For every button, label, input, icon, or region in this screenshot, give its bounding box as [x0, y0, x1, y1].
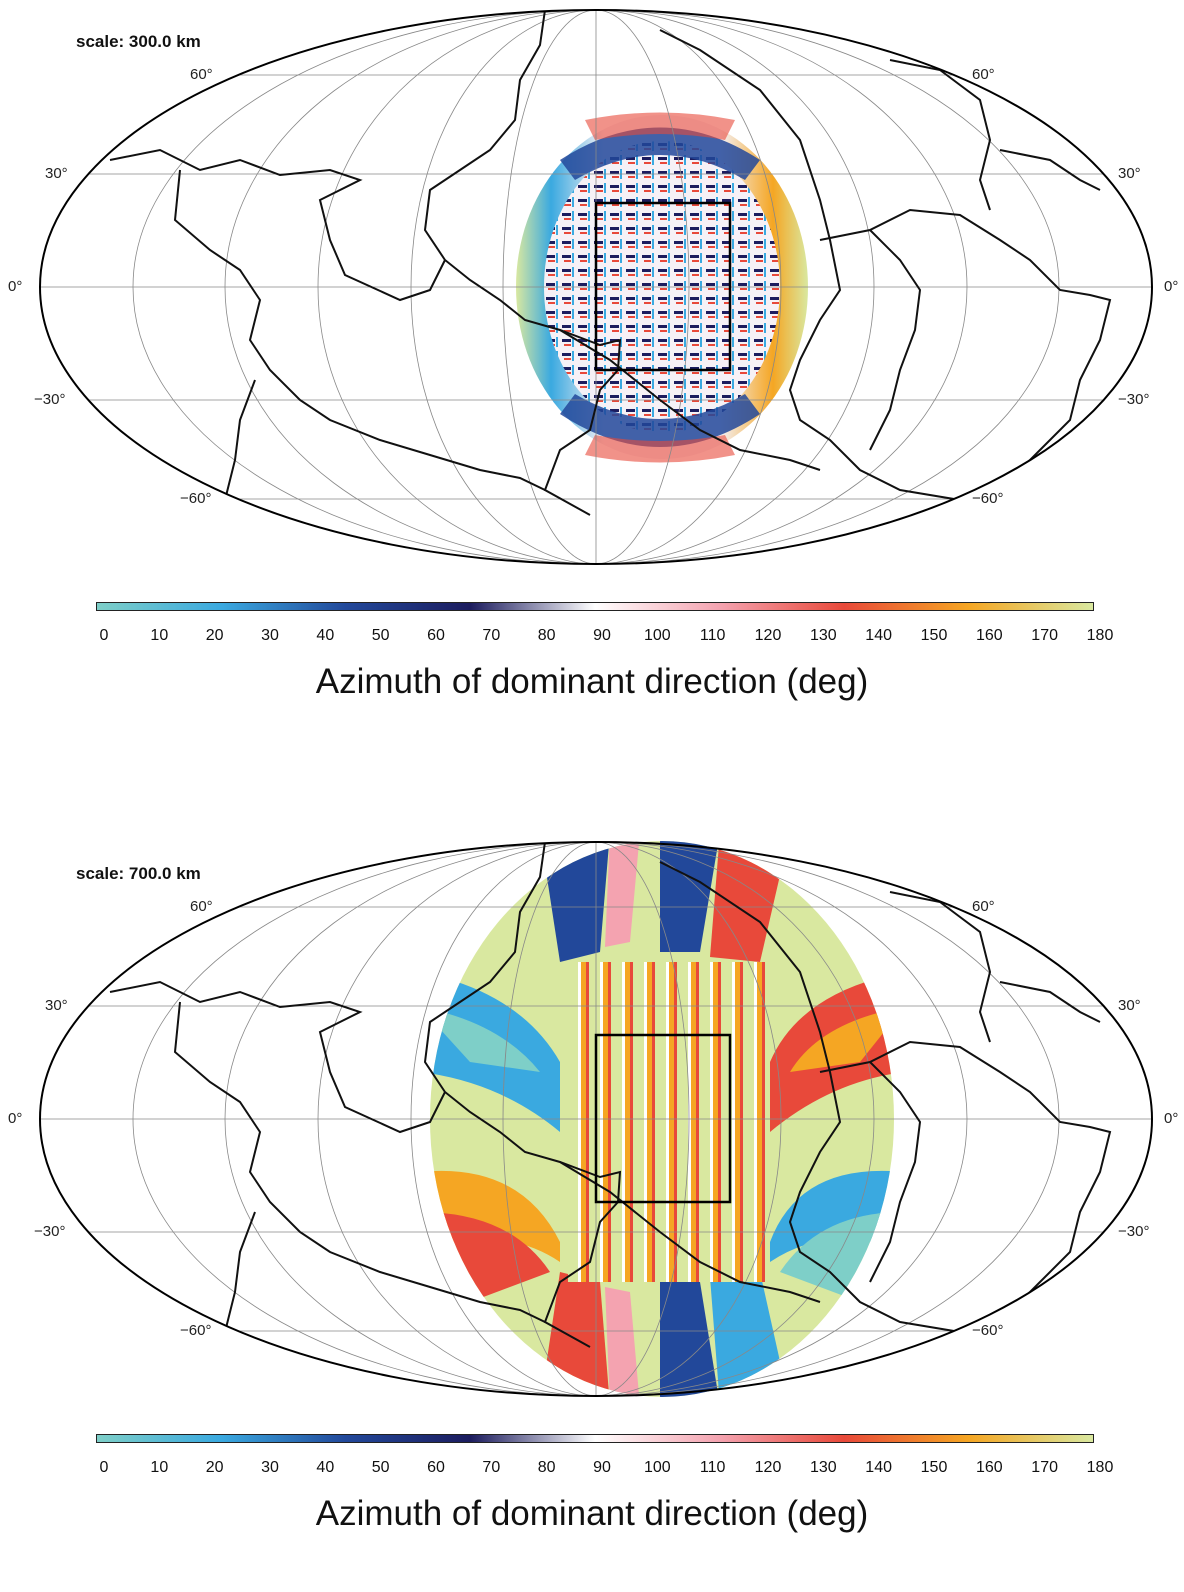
- lat-label-30s-left: −30°: [34, 391, 66, 408]
- colorbar-tick-label: 0: [99, 1459, 109, 1476]
- lat-label-60n-right: 60°: [972, 898, 995, 915]
- colorbar-tick-label: 40: [316, 627, 335, 644]
- colorbar-tick-label: 20: [205, 1459, 224, 1476]
- colorbar-tick-label: 180: [1086, 627, 1114, 644]
- colorbar-tick-label: 20: [205, 627, 224, 644]
- map-panel-bottom: scale: 700.0 km 60° 60° 30° 30° 0° 0° −3…: [0, 832, 1184, 1592]
- colorbar-tick-label: 110: [699, 627, 726, 644]
- colorbar-tick-label: 10: [150, 627, 169, 644]
- colorbar-tick-label: 170: [1031, 1459, 1058, 1476]
- colorbar-title: Azimuth of dominant direction (deg): [315, 1494, 869, 1533]
- scale-label: scale: 300.0 km: [76, 32, 201, 51]
- colorbar-tick-label: 30: [261, 1459, 279, 1476]
- colorbar-tick-label: 160: [975, 1459, 1003, 1476]
- colorbar-tick-label: 160: [975, 627, 1003, 644]
- map-panel-top: scale: 300.0 km 60° 60° 30° 30° 0° 0° −3…: [0, 0, 1184, 760]
- colorbar-tick-label: 120: [754, 627, 782, 644]
- colorbar-tick-label: 40: [316, 1459, 335, 1476]
- data-field-top: [516, 112, 808, 463]
- lat-label-30s-right: −30°: [1118, 391, 1150, 408]
- lat-label-30s-right: −30°: [1118, 1223, 1150, 1240]
- lat-label-30n-right: 30°: [1118, 165, 1141, 182]
- lat-label-60s-right: −60°: [972, 490, 1004, 507]
- scale-label: scale: 700.0 km: [76, 864, 201, 883]
- colorbar: [96, 602, 1094, 611]
- lat-label-60n-left: 60°: [190, 66, 213, 83]
- lat-label-60s-left: −60°: [180, 490, 212, 507]
- colorbar-tick-label: 50: [371, 627, 390, 644]
- colorbar-tick-label: 80: [537, 1459, 556, 1476]
- lat-label-30n-left: 30°: [45, 165, 68, 182]
- colorbar-tick-label: 0: [99, 627, 109, 644]
- plate-boundaries-bottom: [109, 842, 1112, 1353]
- study-region-box-bottom: [594, 1033, 732, 1204]
- mollweide-map-bottom: [39, 841, 1153, 1397]
- colorbar-tick-label: 10: [150, 1459, 169, 1476]
- colorbar-tick-label: 120: [754, 1459, 782, 1476]
- colorbar-tick-label: 30: [261, 627, 279, 644]
- colorbar-tick-label: 90: [593, 627, 611, 644]
- lat-label-60s-right: −60°: [972, 1322, 1004, 1339]
- colorbar-tick-label: 140: [865, 627, 892, 644]
- colorbar-tick-label: 90: [593, 1459, 611, 1476]
- colorbar-tick-label: 60: [427, 627, 445, 644]
- lat-label-30s-left: −30°: [34, 1223, 66, 1240]
- colorbar-tick-label: 100: [643, 627, 671, 644]
- colorbar-tick-label: 180: [1086, 1459, 1114, 1476]
- colorbar-tick-label: 70: [482, 627, 501, 644]
- colorbar-tick-label: 170: [1031, 627, 1058, 644]
- colorbar: [96, 1434, 1094, 1443]
- colorbar-tick-label: 130: [809, 627, 837, 644]
- lat-label-eq-left: 0°: [8, 278, 23, 295]
- colorbar-tick-label: 150: [920, 1459, 948, 1476]
- colorbar-tick-label: 60: [427, 1459, 445, 1476]
- lat-label-30n-right: 30°: [1118, 997, 1141, 1014]
- lat-label-60n-left: 60°: [190, 898, 213, 915]
- map-outline-top: [39, 9, 1153, 565]
- data-field-bottom: [430, 841, 894, 1397]
- map-outline-bottom: [39, 841, 1153, 1397]
- colorbar-tick-label: 80: [537, 627, 556, 644]
- colorbar-tick-label: 130: [809, 1459, 837, 1476]
- colorbar-tick-label: 100: [643, 1459, 671, 1476]
- lat-label-eq-right: 0°: [1164, 278, 1179, 295]
- colorbar-tick-label: 150: [920, 627, 948, 644]
- lat-label-60s-left: −60°: [180, 1322, 212, 1339]
- lat-label-30n-left: 30°: [45, 997, 68, 1014]
- lat-label-60n-right: 60°: [972, 66, 995, 83]
- colorbar-tick-label: 110: [699, 1459, 726, 1476]
- study-region-box-top: [594, 201, 732, 372]
- graticule-top: [40, 10, 1152, 564]
- colorbar-tick-label: 70: [482, 1459, 501, 1476]
- lat-label-eq-left: 0°: [8, 1110, 23, 1127]
- mollweide-map-top: [39, 9, 1153, 565]
- lat-label-eq-right: 0°: [1164, 1110, 1179, 1127]
- colorbar-tick-label: 140: [865, 1459, 892, 1476]
- colorbar-title: Azimuth of dominant direction (deg): [315, 662, 869, 701]
- colorbar-tick-label: 50: [371, 1459, 390, 1476]
